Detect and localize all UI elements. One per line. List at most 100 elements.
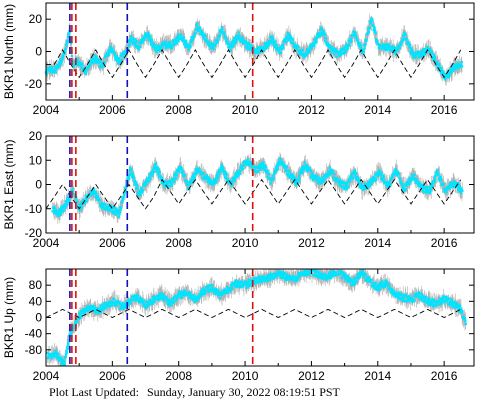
data-point: [343, 181, 347, 185]
data-point: [242, 39, 245, 43]
data-point: [374, 31, 377, 34]
data-point: [258, 168, 262, 171]
data-point: [363, 47, 366, 50]
data-point: [257, 46, 260, 49]
data-point: [353, 169, 357, 172]
data-point: [318, 35, 321, 38]
data-point: [275, 165, 278, 169]
data-point: [96, 195, 99, 198]
data-point: [423, 53, 427, 56]
data-point: [94, 61, 98, 65]
data-point: [219, 168, 222, 171]
data-point: [123, 50, 127, 53]
data-point: [238, 36, 241, 39]
data-point: [49, 70, 53, 74]
data-point: [457, 183, 460, 186]
data-point: [266, 44, 270, 48]
data-point: [143, 38, 146, 42]
data-point: [436, 169, 439, 172]
data-point: [297, 45, 300, 48]
data-point: [307, 51, 311, 54]
data-point: [320, 181, 323, 184]
data-point: [238, 169, 241, 172]
data-point: [354, 36, 357, 39]
data-point: [118, 210, 122, 214]
data-point: [375, 173, 379, 176]
data-point: [126, 178, 129, 182]
data-point: [290, 172, 293, 176]
data-point: [321, 176, 324, 179]
data-point: [341, 185, 344, 188]
data-point: [270, 179, 273, 182]
data-point: [85, 200, 88, 203]
data-point: [292, 42, 295, 45]
data-point: [385, 48, 389, 52]
data-point: [221, 165, 224, 168]
data-point: [119, 208, 122, 211]
data-point: [283, 164, 286, 167]
data-point: [421, 189, 425, 193]
data-point: [402, 190, 405, 193]
data-point: [282, 39, 286, 43]
data-point: [298, 172, 302, 175]
y-tick-label: 0: [35, 178, 42, 192]
data-point: [315, 41, 318, 44]
data-point: [367, 180, 370, 184]
data-point: [264, 47, 267, 50]
data-point: [176, 35, 179, 38]
data-point: [135, 183, 138, 186]
data-point: [100, 202, 104, 205]
data-point: [94, 195, 97, 199]
data-point: [233, 36, 236, 40]
data-point: [183, 41, 187, 44]
data-point: [320, 27, 323, 31]
data-point: [122, 51, 125, 55]
data-point: [131, 172, 135, 176]
data-point: [164, 40, 168, 43]
data-point: [221, 28, 224, 31]
x-tick-label: 2014: [364, 236, 391, 250]
x-tick-label: 2008: [165, 103, 192, 117]
data-point: [246, 161, 249, 164]
data-point: [224, 171, 227, 174]
data-point: [387, 42, 390, 46]
data-point: [303, 161, 307, 164]
data-point: [408, 181, 411, 184]
data-point: [117, 215, 120, 218]
data-point: [163, 41, 166, 45]
data-point: [140, 191, 143, 195]
data-point: [136, 186, 139, 189]
y-tick-label: 20: [29, 129, 43, 143]
data-point: [169, 180, 172, 183]
data-point: [190, 41, 193, 44]
data-point: [154, 47, 158, 50]
data-point: [155, 50, 158, 53]
data-point: [258, 167, 261, 170]
data-point: [147, 31, 150, 35]
data-point: [309, 169, 312, 172]
data-point: [52, 71, 56, 74]
data-point: [139, 189, 142, 193]
data-point: [385, 44, 388, 47]
data-point: [160, 46, 163, 50]
data-point: [225, 38, 228, 42]
data-point: [67, 35, 70, 38]
data-point: [106, 54, 109, 57]
data-point: [411, 51, 414, 55]
data-point: [142, 184, 145, 187]
data-point: [368, 26, 371, 30]
data-point: [326, 174, 329, 178]
data-point: [202, 35, 205, 39]
data-point: [154, 162, 158, 165]
data-point: [210, 46, 214, 50]
data-point: [458, 185, 462, 188]
data-point: [72, 65, 76, 68]
data-point: [217, 36, 221, 39]
data-point: [369, 182, 373, 186]
data-point: [238, 172, 241, 175]
data-point: [230, 183, 234, 186]
data-point: [405, 37, 408, 41]
data-point: [158, 49, 161, 53]
data-point: [432, 54, 436, 57]
data-point: [299, 51, 303, 55]
